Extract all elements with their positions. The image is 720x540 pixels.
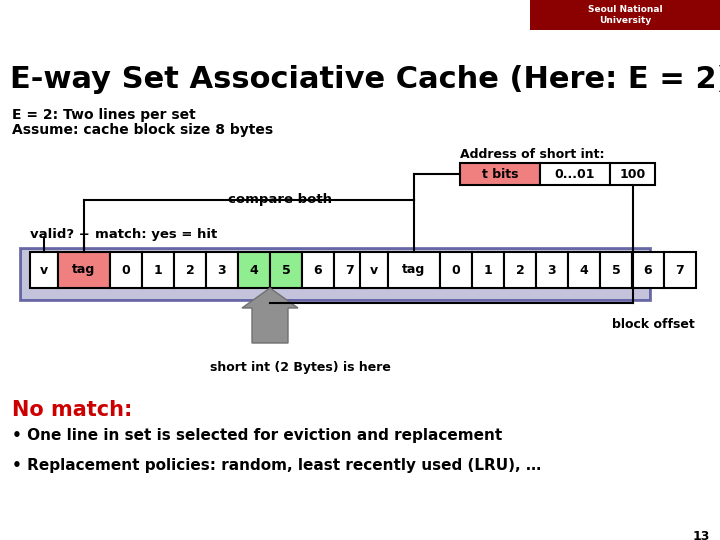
Text: 2: 2 xyxy=(186,264,194,276)
Text: 6: 6 xyxy=(644,264,652,276)
Text: 0: 0 xyxy=(122,264,130,276)
Text: 5: 5 xyxy=(611,264,621,276)
Text: block offset: block offset xyxy=(613,318,696,331)
Bar xyxy=(610,163,655,185)
Bar xyxy=(472,252,504,288)
Bar xyxy=(388,252,440,288)
Bar xyxy=(600,252,632,288)
Text: 7: 7 xyxy=(675,264,685,276)
Text: t bits: t bits xyxy=(482,167,518,180)
Text: • Replacement policies: random, least recently used (LRU), …: • Replacement policies: random, least re… xyxy=(12,458,541,473)
Text: 1: 1 xyxy=(484,264,492,276)
Bar xyxy=(530,0,720,30)
Bar xyxy=(540,163,610,185)
Text: E = 2: Two lines per set: E = 2: Two lines per set xyxy=(12,108,196,122)
Bar xyxy=(302,252,334,288)
Text: • One line in set is selected for eviction and replacement: • One line in set is selected for evicti… xyxy=(12,428,503,443)
Bar xyxy=(632,252,664,288)
Text: tag: tag xyxy=(73,264,96,276)
Text: 13: 13 xyxy=(693,530,710,540)
Bar xyxy=(174,252,206,288)
Bar xyxy=(440,252,472,288)
Text: No match:: No match: xyxy=(12,400,132,420)
Text: 7: 7 xyxy=(346,264,354,276)
Bar xyxy=(30,252,58,288)
Bar xyxy=(536,252,568,288)
Bar xyxy=(270,252,302,288)
Text: 6: 6 xyxy=(314,264,323,276)
Text: short int (2 Bytes) is here: short int (2 Bytes) is here xyxy=(210,361,391,374)
Bar xyxy=(238,252,270,288)
Bar xyxy=(142,252,174,288)
Text: compare both: compare both xyxy=(228,193,332,206)
Bar xyxy=(58,252,110,288)
Text: 1: 1 xyxy=(153,264,163,276)
Text: match: yes = hit: match: yes = hit xyxy=(95,228,217,241)
Bar xyxy=(334,252,366,288)
Text: E-way Set Associative Cache (Here: E = 2): E-way Set Associative Cache (Here: E = 2… xyxy=(10,65,720,94)
Text: 3: 3 xyxy=(548,264,557,276)
Text: 3: 3 xyxy=(217,264,226,276)
Text: Address of short int:: Address of short int: xyxy=(460,148,605,161)
Bar xyxy=(460,163,540,185)
Text: 4: 4 xyxy=(580,264,588,276)
Bar xyxy=(568,252,600,288)
Text: v: v xyxy=(370,264,378,276)
Text: 0: 0 xyxy=(451,264,460,276)
Text: 5: 5 xyxy=(282,264,290,276)
Bar xyxy=(206,252,238,288)
Text: v: v xyxy=(40,264,48,276)
Text: 4: 4 xyxy=(250,264,258,276)
Text: Seoul National
University: Seoul National University xyxy=(588,5,662,25)
Bar xyxy=(360,252,388,288)
Text: valid? +: valid? + xyxy=(30,228,90,241)
Text: tag: tag xyxy=(402,264,426,276)
Bar xyxy=(20,248,650,300)
Text: Assume: cache block size 8 bytes: Assume: cache block size 8 bytes xyxy=(12,123,273,137)
Text: 100: 100 xyxy=(619,167,646,180)
Bar xyxy=(504,252,536,288)
Text: 0...01: 0...01 xyxy=(554,167,595,180)
Polygon shape xyxy=(242,288,298,343)
Bar xyxy=(110,252,142,288)
Text: 2: 2 xyxy=(516,264,524,276)
Bar xyxy=(664,252,696,288)
